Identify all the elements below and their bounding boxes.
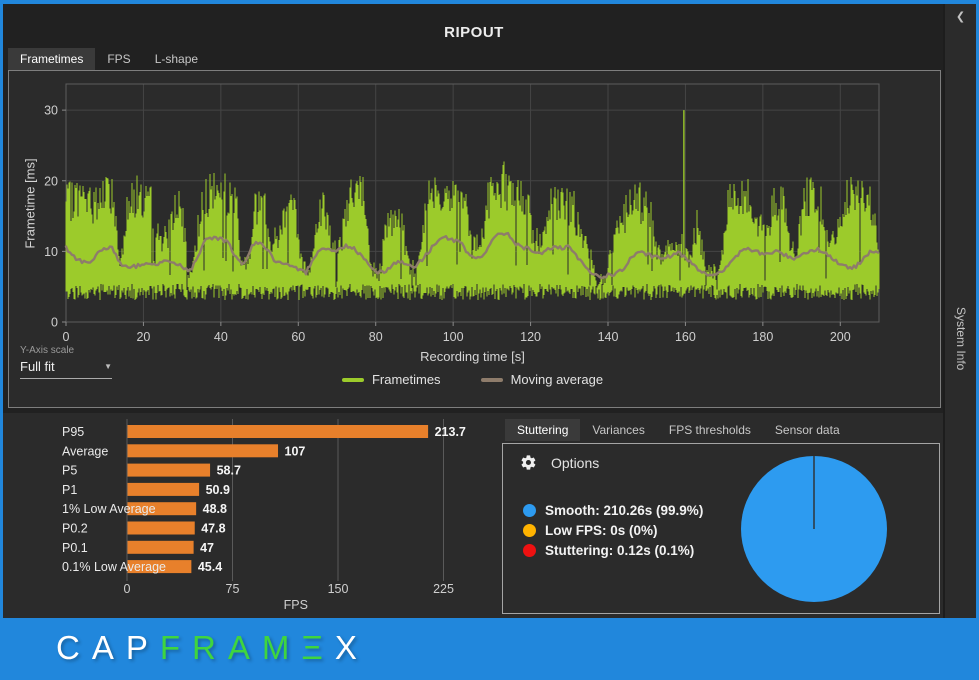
fps-percentile-plot: 0 75 150 225 FPS P95 213.7 Average 107 P5 58.7 P1 50… xyxy=(62,419,466,612)
svg-text:47: 47 xyxy=(200,541,214,555)
svg-text:Average: Average xyxy=(62,444,108,458)
svg-text:140: 140 xyxy=(598,330,619,344)
svg-text:213.7: 213.7 xyxy=(435,425,466,439)
bar-0-1-low-average xyxy=(127,560,192,574)
tab-fps[interactable]: FPS xyxy=(107,52,131,66)
main-content: RIPOUT Frametimes FPS L-shape 0 20 40 60 80 100… xyxy=(3,4,976,618)
svg-text:P0.2: P0.2 xyxy=(62,522,88,536)
svg-text:225: 225 xyxy=(433,582,454,596)
svg-text:58.7: 58.7 xyxy=(217,464,241,478)
legend-item: Frametimes xyxy=(341,372,441,387)
logo-letters: FRAM xyxy=(159,629,302,666)
fps-percentile-chart: 0 75 150 225 FPS P95 213.7 Average 107 P5 58.7 P1 50… xyxy=(3,413,500,618)
legend-swatch xyxy=(480,377,503,382)
stuttering-pie-plot xyxy=(741,456,887,602)
tab-l-shape[interactable]: L-shape xyxy=(154,52,199,66)
svg-text:180: 180 xyxy=(752,330,773,344)
tab-sensor-data[interactable]: Sensor data xyxy=(774,423,840,437)
svg-text:47.8: 47.8 xyxy=(201,522,225,536)
svg-text:48.8: 48.8 xyxy=(203,502,227,516)
bar-p5 xyxy=(127,463,211,477)
svg-text:100: 100 xyxy=(443,330,464,344)
logo-letters: X xyxy=(334,629,369,666)
svg-text:40: 40 xyxy=(214,330,228,344)
svg-text:P5: P5 xyxy=(62,464,77,478)
stat-row: Smooth: 210.26s (99.9%) xyxy=(523,500,703,520)
chart-tab-bar: Frametimes FPS L-shape xyxy=(8,48,210,70)
stuttering-panel: Options Smooth: 210.26s (99.9%) Low FPS: … xyxy=(502,443,940,614)
stat-text: Low FPS: 0s (0%) xyxy=(545,522,658,538)
svg-text:200: 200 xyxy=(830,330,851,344)
options-row[interactable]: Options xyxy=(520,454,599,471)
bar-p0-1 xyxy=(127,540,194,554)
y-axis-scale-dropdown[interactable]: Full fit ▼ xyxy=(20,359,112,379)
frametime-plot[interactable]: 0 20 40 60 80 100 120 140 160 180 200 0 10 20 30 xyxy=(9,71,940,407)
legend-label: Frametimes xyxy=(371,372,441,387)
legend-swatch xyxy=(341,377,364,382)
logo-letters: CAP xyxy=(56,629,160,666)
y-axis-scale-label: Y-Axis scale xyxy=(20,345,75,356)
frametime-x-axis-title: Recording time [s] xyxy=(420,349,525,364)
logo-letters: Ξ xyxy=(301,629,335,666)
svg-text:0: 0 xyxy=(63,330,70,344)
svg-text:75: 75 xyxy=(226,582,240,596)
stat-row: Low FPS: 0s (0%) xyxy=(523,520,703,540)
svg-text:1% Low Average: 1% Low Average xyxy=(62,502,156,516)
svg-text:30: 30 xyxy=(44,104,58,118)
page-title: RIPOUT xyxy=(444,24,504,41)
stat-color-dot xyxy=(523,523,536,537)
svg-text:120: 120 xyxy=(520,330,541,344)
tab-variances[interactable]: Variances xyxy=(592,423,645,437)
svg-text:45.4: 45.4 xyxy=(198,560,222,574)
svg-text:P1: P1 xyxy=(62,483,77,497)
analysis-tab-bar: Stuttering Variances FPS thresholds Sensor … xyxy=(505,419,852,441)
system-info-sidebar[interactable]: ❮ System Info xyxy=(943,4,976,618)
svg-text:0: 0 xyxy=(51,316,58,330)
chevron-down-icon: ▼ xyxy=(104,362,112,371)
options-label: Options xyxy=(551,454,600,471)
svg-text:150: 150 xyxy=(328,582,349,596)
svg-text:20: 20 xyxy=(44,174,58,188)
svg-text:80: 80 xyxy=(369,330,383,344)
y-axis-scale-value: Full fit xyxy=(20,359,55,374)
gear-icon[interactable] xyxy=(520,454,537,471)
svg-text:P0.1: P0.1 xyxy=(62,541,88,555)
svg-text:0: 0 xyxy=(124,582,131,596)
stuttering-pie-chart xyxy=(739,454,889,604)
stuttering-stats: Smooth: 210.26s (99.9%) Low FPS: 0s (0%) S… xyxy=(523,500,703,560)
bar-p95 xyxy=(127,425,429,438)
svg-text:107: 107 xyxy=(285,444,306,458)
svg-text:P95: P95 xyxy=(62,425,84,439)
system-info-label: System Info xyxy=(954,307,968,371)
frametime-y-axis-title: Frametime [ms] xyxy=(22,158,38,249)
bar-p1 xyxy=(127,482,200,496)
stat-text: Stuttering: 0.12s (0.1%) xyxy=(545,542,695,558)
svg-text:20: 20 xyxy=(136,330,150,344)
bar-p0-2 xyxy=(127,521,195,535)
frametime-chart-panel: 0 20 40 60 80 100 120 140 160 180 200 0 10 20 30 Frame… xyxy=(8,70,941,408)
y-axis-scale-control: Y-Axis scale Full fit ▼ xyxy=(20,345,112,379)
tab-frametimes[interactable]: Frametimes xyxy=(8,48,96,70)
svg-text:10: 10 xyxy=(44,245,58,259)
legend-item: Moving average xyxy=(480,372,604,387)
stat-row: Stuttering: 0.12s (0.1%) xyxy=(523,540,703,560)
stat-text: Smooth: 210.26s (99.9%) xyxy=(545,502,704,518)
svg-text:FPS: FPS xyxy=(284,598,308,612)
stat-color-dot xyxy=(523,543,536,557)
expand-sidebar-chevron-icon[interactable]: ❮ xyxy=(955,11,966,23)
capframex-logo: CAPFRAMΞX xyxy=(56,629,369,667)
tab-stuttering[interactable]: Stuttering xyxy=(505,419,581,441)
bar-1-low-average xyxy=(127,502,197,516)
svg-text:160: 160 xyxy=(675,330,696,344)
svg-text:60: 60 xyxy=(291,330,305,344)
legend-label: Moving average xyxy=(510,372,604,387)
tab-fps-thresholds[interactable]: FPS thresholds xyxy=(668,423,751,437)
svg-text:50.9: 50.9 xyxy=(206,483,230,497)
svg-text:0.1% Low Average: 0.1% Low Average xyxy=(62,560,166,574)
stat-color-dot xyxy=(523,503,536,517)
frametime-legend: Frametimes Moving average xyxy=(66,372,879,387)
bar-average xyxy=(127,444,279,458)
